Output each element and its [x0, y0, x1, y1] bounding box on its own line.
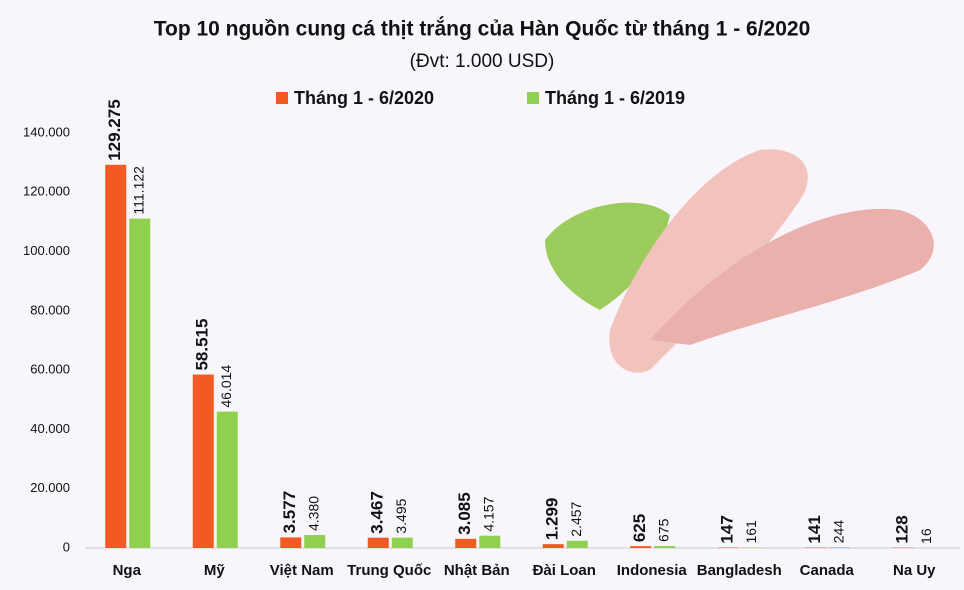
x-tick-label: Canada: [800, 562, 855, 579]
legend-swatch: [276, 92, 288, 104]
x-tick-label: Nga: [113, 562, 142, 579]
bar: [304, 535, 326, 548]
bar: [566, 540, 588, 548]
bar: [216, 411, 238, 548]
y-tick-label: 140.000: [23, 124, 70, 139]
legend: Tháng 1 - 6/2020 Tháng 1 - 6/2019: [276, 88, 685, 108]
value-label: 129.275: [105, 99, 124, 160]
value-label: 1.299: [543, 498, 562, 541]
chart-title: Top 10 nguồn cung cá thịt trắng của Hàn …: [154, 17, 811, 41]
fish-illustration: [545, 149, 934, 373]
value-label: 128: [893, 515, 912, 543]
bar: [630, 546, 652, 548]
legend-label: Tháng 1 - 6/2020: [294, 88, 434, 108]
bar: [367, 537, 389, 548]
value-label: 675: [655, 518, 671, 542]
y-tick-label: 100.000: [23, 243, 70, 258]
value-label: 16: [918, 528, 934, 544]
chart-subtitle: (Đvt: 1.000 USD): [410, 51, 555, 72]
value-label: 161: [743, 520, 759, 544]
value-label: 4.380: [305, 496, 321, 531]
bar: [479, 535, 501, 548]
y-tick-label: 20.000: [30, 480, 70, 495]
value-label: 147: [718, 515, 737, 543]
bar: [542, 544, 564, 548]
y-tick-label: 60.000: [30, 362, 70, 377]
value-label: 141: [805, 515, 824, 543]
value-label: 58.515: [193, 319, 212, 371]
value-label: 46.014: [218, 365, 234, 408]
value-label: 4.157: [480, 496, 496, 531]
value-label: 625: [630, 514, 649, 542]
x-tick-label: Nhật Bản: [444, 562, 510, 579]
value-label: 3.085: [455, 492, 474, 535]
value-label: 2.457: [568, 501, 584, 536]
x-tick-label: Indonesia: [617, 562, 688, 579]
x-tick-label: Na Uy: [893, 562, 936, 579]
x-tick-label: Bangladesh: [697, 562, 782, 579]
x-tick-label: Đài Loan: [533, 562, 596, 579]
y-tick-label: 80.000: [30, 302, 70, 317]
value-label: 3.495: [393, 498, 409, 533]
legend-swatch: [527, 92, 539, 104]
bar: [192, 374, 214, 548]
value-label: 3.577: [280, 491, 299, 534]
bar: [280, 537, 302, 548]
value-label: 3.467: [368, 491, 387, 534]
x-tick-label: Mỹ: [204, 562, 225, 579]
bar: [391, 537, 413, 548]
x-tick-label: Việt Nam: [270, 562, 334, 579]
bar: [654, 545, 676, 548]
y-tick-label: 0: [63, 539, 70, 554]
x-tick-label: Trung Quốc: [347, 562, 431, 579]
y-tick-label: 40.000: [30, 421, 70, 436]
bar: [455, 538, 477, 548]
value-label: 111.122: [130, 166, 146, 215]
bar: [829, 547, 851, 548]
y-tick-label: 120.000: [23, 184, 70, 199]
legend-label: Tháng 1 - 6/2019: [545, 88, 685, 108]
value-label: 244: [830, 520, 846, 544]
bar: [105, 164, 127, 548]
bar: [129, 218, 151, 548]
